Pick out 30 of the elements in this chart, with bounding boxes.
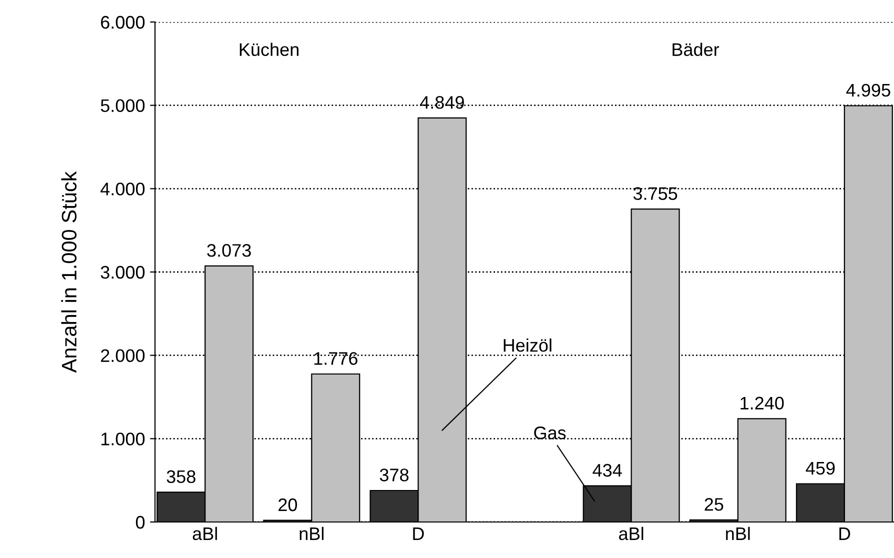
data-label: 25 — [704, 498, 724, 511]
text: Gas — [534, 426, 566, 440]
annotation: Küchen — [240, 42, 298, 56]
x-tick-label: aBl — [192, 526, 217, 540]
data-label: 434 — [592, 464, 622, 477]
data-label: 1.776 — [314, 352, 358, 365]
text: Heizöl — [504, 338, 552, 352]
data-label: 358 — [166, 470, 196, 484]
y-tick-label: 1.000 — [101, 432, 145, 446]
data-label: 3.755 — [633, 187, 678, 200]
data-label: 3.073 — [207, 244, 251, 257]
y-tick-label: 4.000 — [100, 182, 145, 196]
y-tick-label: 5.000 — [100, 99, 145, 112]
y-tick-label: 3.000 — [100, 266, 145, 279]
data-label: 4.995 — [846, 84, 890, 97]
x-tick-label: nBl — [300, 526, 324, 540]
data-label: 4.849 — [420, 96, 464, 109]
data-label: 378 — [380, 468, 409, 482]
y-axis-title: Anzahl in 1.000 Stück — [61, 171, 77, 373]
x-tick-label: aBl — [619, 526, 644, 540]
y-tick-label: 6.000 — [101, 16, 145, 29]
annotation: Bäder — [672, 42, 720, 56]
data-label: 20 — [278, 498, 298, 512]
y-tick-label: 2.000 — [101, 349, 145, 362]
x-tick-label: nBl — [726, 526, 750, 540]
y-tick-label: 0 — [136, 516, 145, 529]
data-label: 459 — [806, 462, 835, 475]
data-label: 1.240 — [740, 396, 784, 410]
x-tick-label: D — [413, 528, 424, 540]
x-tick-label: D — [839, 528, 850, 540]
